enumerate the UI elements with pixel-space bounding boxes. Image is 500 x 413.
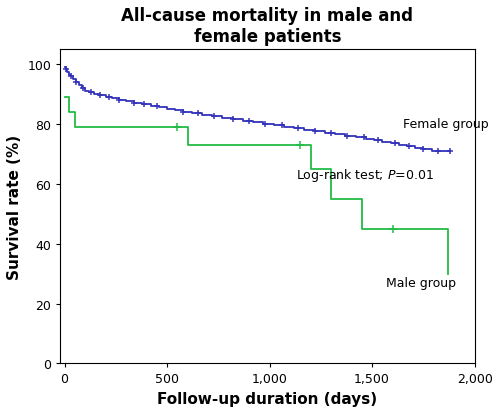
Title: All-cause mortality in male and
female patients: All-cause mortality in male and female p… <box>122 7 414 45</box>
X-axis label: Follow-up duration (days): Follow-up duration (days) <box>158 391 378 406</box>
Text: Log-rank test; $\it{P}$=0.01: Log-rank test; $\it{P}$=0.01 <box>296 167 434 184</box>
Text: Male group: Male group <box>386 276 456 290</box>
Y-axis label: Survival rate (%): Survival rate (%) <box>7 134 22 279</box>
Text: Female group: Female group <box>403 118 488 131</box>
